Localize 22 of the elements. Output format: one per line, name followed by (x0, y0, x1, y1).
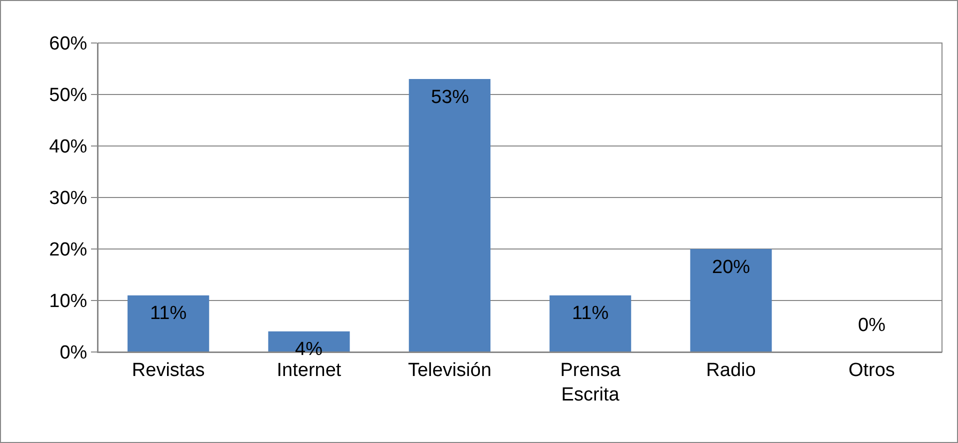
x-tick-label: Prensa Escrita (560, 360, 621, 406)
y-tick-label: 60% (49, 34, 88, 55)
y-tick-label: 50% (49, 85, 88, 106)
bar (408, 79, 490, 352)
bar (550, 295, 632, 352)
x-tick-label: Radio (706, 360, 756, 381)
data-label: 0% (858, 315, 886, 336)
data-label: 20% (712, 257, 750, 278)
x-tick-label: Internet (276, 360, 342, 381)
x-tick-label: Otros (848, 360, 895, 381)
y-tick-label: 0% (60, 342, 88, 364)
data-label: 11% (572, 303, 609, 324)
y-tick-label: 10% (49, 291, 88, 312)
bar (128, 295, 210, 352)
y-tick-label: 20% (49, 240, 88, 261)
x-tick-label: Revistas (132, 360, 205, 381)
bar (690, 249, 772, 352)
y-tick-label: 40% (49, 136, 88, 158)
x-tick-label: Televisión (408, 360, 492, 381)
y-tick-label: 30% (49, 188, 88, 210)
data-label: 53% (431, 87, 470, 108)
data-label: 11% (150, 303, 187, 324)
